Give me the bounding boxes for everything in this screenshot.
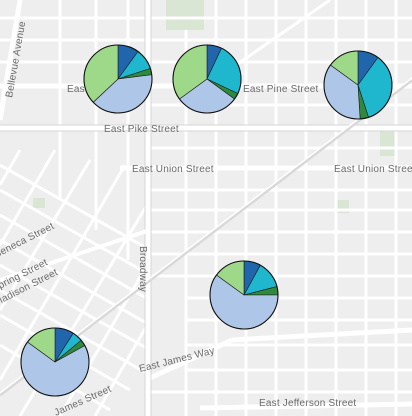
pie-layer[interactable] <box>20 44 393 397</box>
pie-outline <box>209 260 279 330</box>
pie-marker[interactable] <box>20 327 90 397</box>
pie-outline <box>323 50 393 120</box>
street-label: East Union Street <box>132 164 214 175</box>
street-label: East <box>67 84 88 95</box>
diagonal-streets <box>0 149 152 416</box>
street-label: East Pike Street <box>104 124 179 135</box>
park-area <box>33 198 45 208</box>
pie-marker[interactable] <box>83 44 153 114</box>
pie-marker[interactable] <box>172 44 242 114</box>
pie-outline <box>172 44 242 114</box>
street-label: Broadway <box>137 246 148 292</box>
street-label: East Jefferson Street <box>259 398 356 409</box>
madison-diagonal <box>0 228 151 282</box>
street-label: East Union Street <box>334 164 412 175</box>
pie-marker[interactable] <box>209 260 279 330</box>
pie-outline <box>20 327 90 397</box>
street-label: East Pine Street <box>243 84 318 95</box>
pie-marker[interactable] <box>323 50 393 120</box>
park-area <box>166 0 204 30</box>
pie-outline <box>83 44 153 114</box>
park-area <box>380 128 395 156</box>
